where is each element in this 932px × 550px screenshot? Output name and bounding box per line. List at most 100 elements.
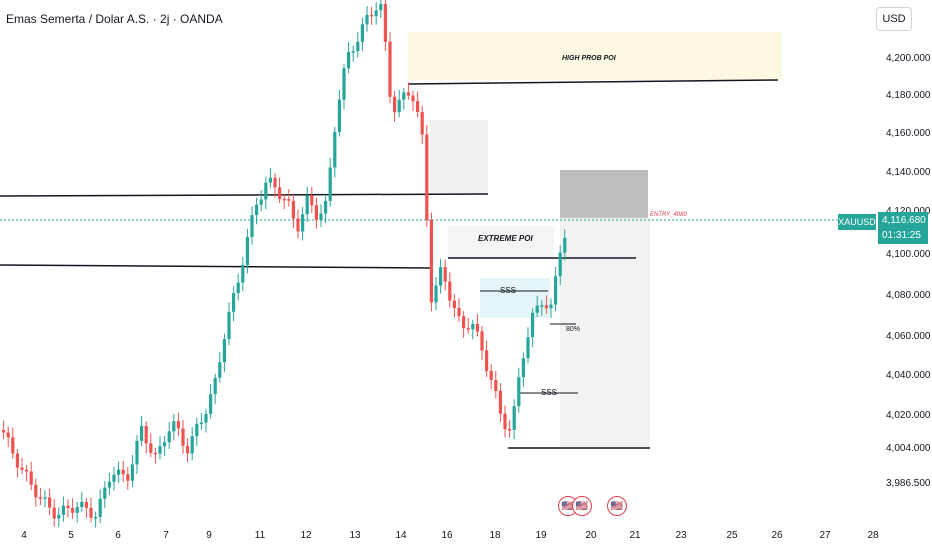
candle-body: [485, 350, 489, 371]
price-tick: 4,160.000: [886, 128, 931, 139]
candle-body: [360, 24, 364, 42]
price-tick: 4,140.000: [886, 167, 931, 178]
time-tick: 26: [771, 530, 783, 541]
candle-body: [264, 182, 268, 200]
time-tick: 23: [675, 530, 687, 541]
candle-body: [57, 514, 61, 519]
candle-body: [512, 406, 516, 430]
candle-body: [475, 323, 479, 332]
candle-body: [112, 474, 116, 482]
us-flag-icon[interactable]: 🇺🇸: [607, 496, 627, 516]
candles-group: [2, 0, 567, 528]
candle-body: [374, 10, 378, 17]
candle-body: [351, 51, 355, 53]
price-tick: 4,060.000: [886, 331, 931, 342]
time-tick: 11: [254, 530, 266, 541]
candle-body: [498, 390, 502, 414]
time-tick: 14: [395, 530, 407, 541]
candle-body: [15, 453, 19, 468]
candle-body: [255, 204, 259, 216]
candle-body: [48, 497, 52, 508]
candle-body: [305, 195, 309, 215]
candle-body: [213, 377, 217, 395]
candle-body: [135, 440, 139, 465]
candle-body: [144, 425, 148, 444]
price-tick: 4,120.000: [886, 206, 931, 217]
candle-body: [383, 4, 387, 42]
candle-body: [397, 99, 401, 113]
time-tick: 9: [206, 530, 212, 541]
candle-body: [411, 95, 415, 102]
last-price-tag: 4,116.680 01:31:25: [878, 212, 928, 244]
candle-body: [176, 421, 180, 429]
candle-body: [337, 99, 341, 132]
candle-body: [544, 305, 548, 309]
candle-body: [117, 469, 121, 475]
candle-body: [149, 443, 153, 453]
candle-body: [204, 413, 208, 423]
candle-body: [126, 474, 130, 481]
candle-body: [457, 307, 461, 317]
candle-body: [121, 469, 125, 475]
candle-body: [84, 501, 88, 508]
time-tick: 6: [115, 530, 121, 541]
time-tick: 19: [535, 530, 547, 541]
time-tick: 27: [819, 530, 831, 541]
candle-body: [259, 199, 263, 205]
candle-body: [43, 497, 47, 499]
price-tick: 4,180.000: [886, 90, 931, 101]
candle-body: [268, 177, 272, 183]
us-flag-icon[interactable]: 🇺🇸: [572, 496, 592, 516]
high-prob-poi-zone: [408, 32, 782, 80]
time-tick: 25: [726, 530, 738, 541]
candle-body: [388, 41, 392, 97]
extreme-poi-zone: [448, 226, 554, 258]
candle-body: [250, 215, 254, 238]
candle-body: [278, 187, 282, 199]
candle-body: [195, 424, 199, 437]
candle-body: [540, 305, 544, 307]
candle-body: [494, 380, 498, 391]
sss-zone: [480, 278, 550, 318]
chart-title: Emas Semerta / Dolar A.S. · 2j · OANDA: [6, 12, 223, 26]
time-tick: 20: [585, 530, 597, 541]
candle-body: [282, 198, 286, 201]
candle-body: [236, 282, 240, 294]
candle-body: [190, 436, 194, 454]
price-axis[interactable]: 4,200.000 4,180.000 4,160.000 4,140.000 …: [872, 0, 932, 524]
stop-zone: [560, 170, 648, 218]
candle-body: [98, 498, 102, 517]
candle-body: [324, 200, 328, 214]
candle-body: [38, 497, 42, 499]
time-tick: 7: [163, 530, 169, 541]
candle-body: [163, 442, 167, 447]
price-tick: 3,986.500: [886, 478, 931, 489]
candle-body: [199, 422, 203, 425]
candle-body: [89, 507, 93, 518]
candle-body: [319, 213, 323, 221]
candle-body: [526, 337, 530, 359]
candle-body: [140, 425, 144, 441]
currency-button[interactable]: USD: [876, 7, 912, 31]
candle-body: [531, 312, 535, 338]
candle-body: [406, 92, 410, 96]
candle-body: [232, 293, 236, 312]
candle-body: [29, 471, 33, 485]
high-prob-poi-label: HIGH PROB POI: [562, 55, 616, 62]
candle-body: [416, 101, 420, 112]
candle-body: [310, 195, 314, 206]
candle-body: [94, 516, 98, 519]
candle-body: [186, 445, 190, 454]
candle-body: [342, 68, 346, 100]
candle-body: [370, 14, 374, 17]
candle-body: [480, 331, 484, 351]
candle-body: [287, 199, 291, 201]
price-tick: 4,100.000: [886, 249, 931, 260]
candle-body: [172, 421, 176, 432]
position-box-zone: [560, 218, 650, 448]
candle-body: [273, 177, 277, 188]
candle-body: [227, 311, 231, 340]
candle-body: [103, 487, 107, 499]
